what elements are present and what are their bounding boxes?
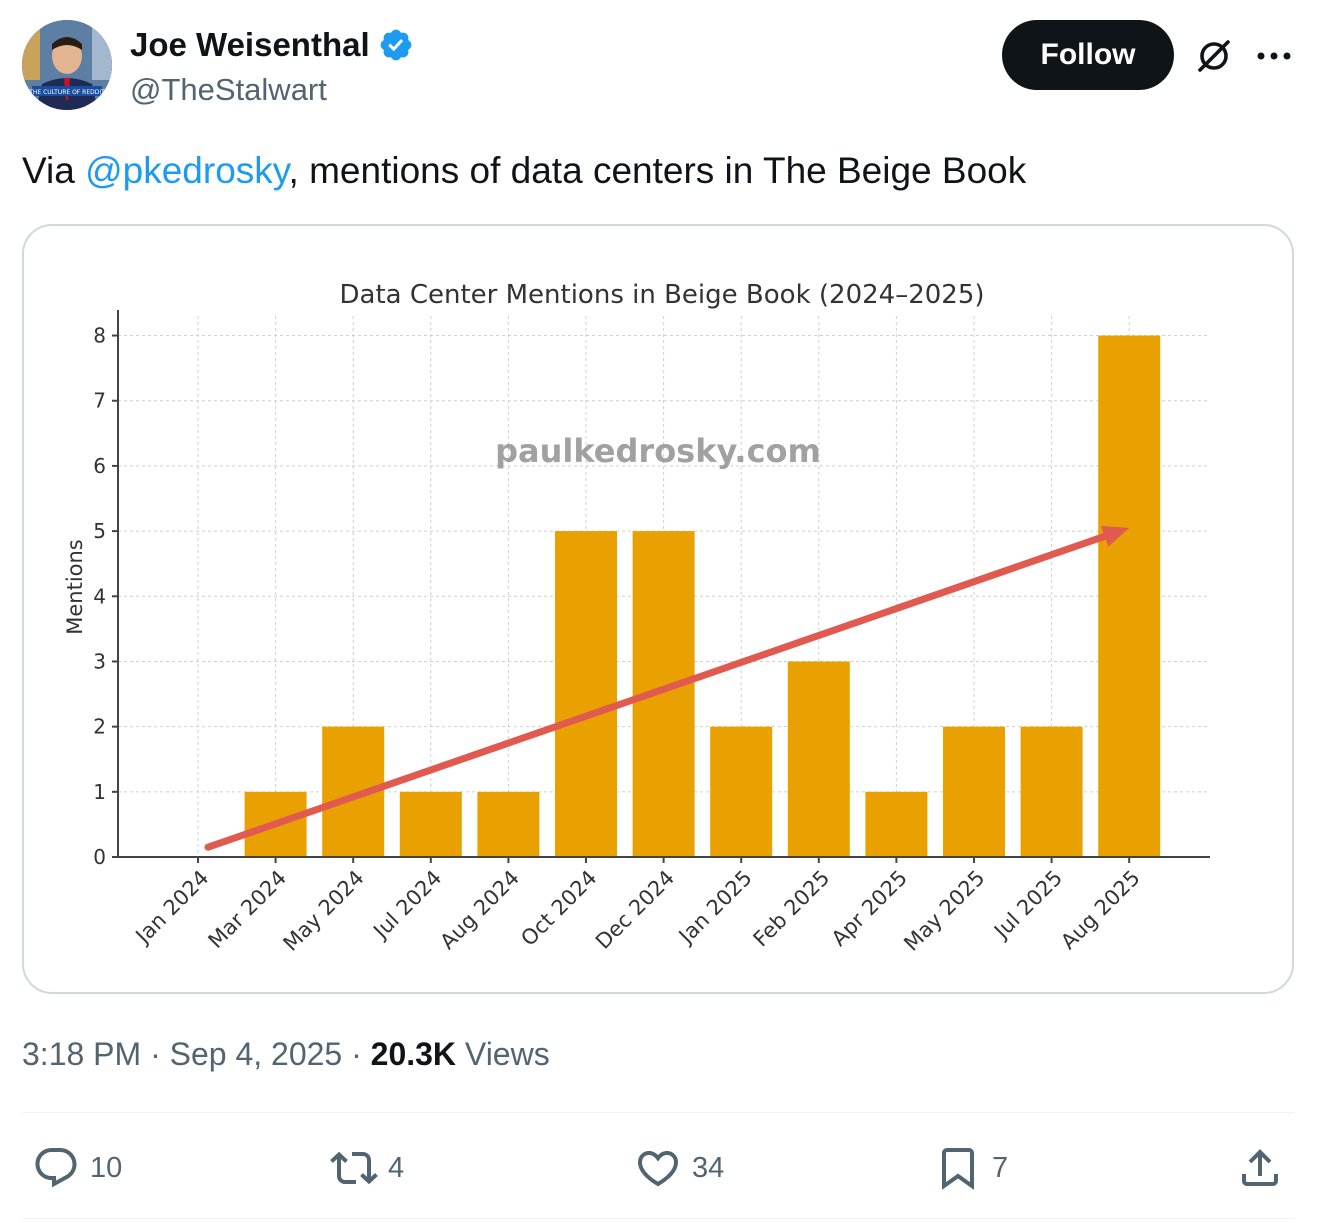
reply-icon xyxy=(35,1148,77,1188)
verified-badge-icon xyxy=(380,29,412,61)
author-handle[interactable]: @TheStalwart xyxy=(130,72,327,107)
tweet-header: THE CULTURE OF REDDIT Joe Weisenthal @Th… xyxy=(22,20,1302,112)
chart-bar xyxy=(787,661,850,857)
y-tick-label: 6 xyxy=(93,454,106,478)
bookmark-count: 7 xyxy=(992,1151,1009,1184)
x-tick-label: Jul 2025 xyxy=(988,866,1067,945)
divider xyxy=(22,1112,1294,1113)
tweet-meta: 3:18 PM · Sep 4, 2025 · 20.3K Views xyxy=(22,1036,550,1073)
y-tick-label: 4 xyxy=(93,584,106,608)
repost-icon xyxy=(330,1151,378,1185)
chart-media-card[interactable]: Data Center Mentions in Beige Book (2024… xyxy=(22,224,1294,994)
bookmark-button[interactable]: 7 xyxy=(934,1140,1008,1196)
x-tick-label: Oct 2024 xyxy=(516,866,601,951)
reply-count: 10 xyxy=(90,1151,123,1184)
views-label: Views xyxy=(456,1036,550,1072)
trend-arrow-head xyxy=(1101,525,1130,547)
tweet-text: Via @pkedrosky, mentions of data centers… xyxy=(22,150,1026,192)
divider xyxy=(22,1218,1294,1219)
avatar[interactable]: THE CULTURE OF REDDIT xyxy=(22,20,112,110)
more-options-icon[interactable] xyxy=(1254,42,1294,70)
views-count: 20.3K xyxy=(370,1036,457,1072)
chart-bar xyxy=(710,726,773,857)
repost-button[interactable]: 4 xyxy=(330,1140,404,1196)
chart-bar xyxy=(1098,335,1161,857)
mention-link[interactable]: @pkedrosky xyxy=(85,150,289,191)
y-tick-label: 2 xyxy=(93,715,106,739)
author-name-row: Joe Weisenthal xyxy=(130,26,414,64)
trend-arrow-line xyxy=(204,532,1109,851)
chart-bar xyxy=(865,791,928,857)
like-count: 34 xyxy=(692,1151,725,1184)
x-tick-label: Feb 2025 xyxy=(749,866,835,952)
tweet-date[interactable]: Sep 4, 2025 xyxy=(169,1036,343,1072)
y-tick-label: 8 xyxy=(93,324,106,348)
x-tick-label: Dec 2024 xyxy=(591,866,679,954)
author-display-name[interactable]: Joe Weisenthal xyxy=(130,26,370,63)
y-axis-label: Mentions xyxy=(63,539,87,635)
chart-bar xyxy=(399,791,462,857)
tweet-text-prefix: Via xyxy=(22,150,86,191)
y-tick-label: 7 xyxy=(93,389,106,413)
x-tick-label: Aug 2024 xyxy=(435,866,523,954)
meta-separator: · xyxy=(141,1036,170,1072)
x-tick-label: Mar 2024 xyxy=(204,866,292,954)
chart-watermark: paulkedrosky.com xyxy=(495,432,821,470)
share-button[interactable] xyxy=(1236,1140,1284,1196)
y-tick-label: 0 xyxy=(93,845,106,869)
tweet-time[interactable]: 3:18 PM xyxy=(22,1036,142,1072)
bookmark-icon xyxy=(942,1148,974,1190)
x-tick-label: Jul 2024 xyxy=(368,866,447,945)
reply-button[interactable]: 10 xyxy=(32,1140,122,1196)
y-tick-label: 1 xyxy=(93,780,106,804)
chart-svg: Data Center Mentions in Beige Book (2024… xyxy=(63,280,1210,956)
avatar-caption: THE CULTURE OF REDDIT xyxy=(28,89,105,96)
chart-bar xyxy=(555,531,617,857)
x-tick-label: Jan 2024 xyxy=(130,866,214,950)
chart-bar xyxy=(477,791,540,857)
y-tick-label: 5 xyxy=(93,519,106,543)
x-tick-label: May 2025 xyxy=(899,866,989,956)
grok-icon[interactable] xyxy=(1194,36,1234,76)
chart-title: Data Center Mentions in Beige Book (2024… xyxy=(339,280,984,310)
meta-separator: · xyxy=(342,1036,371,1072)
x-tick-label: Aug 2025 xyxy=(1056,866,1144,954)
share-icon xyxy=(1242,1149,1278,1186)
heart-icon xyxy=(637,1151,679,1187)
chart-bar xyxy=(943,726,1005,857)
x-tick-label: Jan 2025 xyxy=(673,866,757,950)
like-button[interactable]: 34 xyxy=(634,1140,724,1196)
chart-bar xyxy=(1020,726,1083,857)
tweet-text-suffix: , mentions of data centers in The Beige … xyxy=(288,150,1027,191)
repost-count: 4 xyxy=(388,1151,405,1184)
y-tick-label: 3 xyxy=(93,649,106,673)
follow-button[interactable]: Follow xyxy=(1002,20,1174,90)
x-tick-label: May 2024 xyxy=(279,866,369,956)
